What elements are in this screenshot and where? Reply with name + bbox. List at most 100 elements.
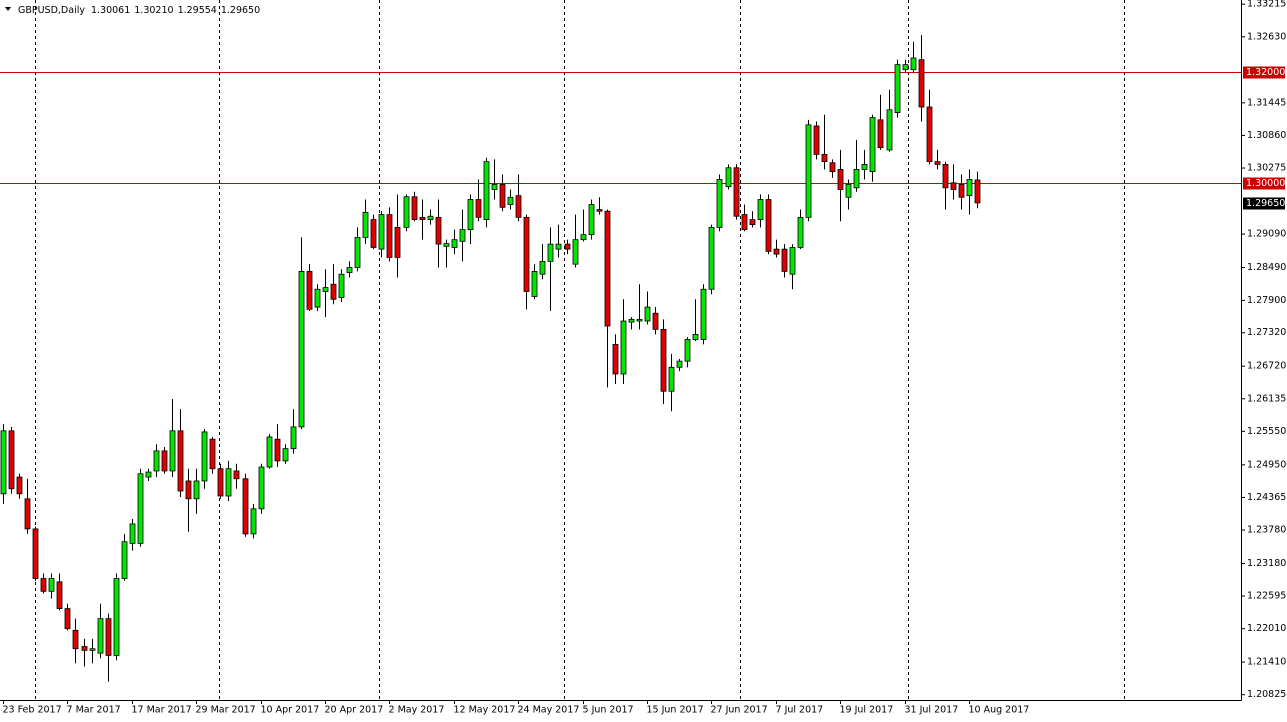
- candle-body: [233, 470, 240, 480]
- candle-body: [531, 271, 538, 297]
- candle-body: [507, 196, 514, 205]
- candle-body: [209, 438, 216, 470]
- candle-body: [201, 431, 208, 482]
- candle-body: [354, 237, 361, 268]
- candle-body: [668, 366, 675, 392]
- candle-body: [258, 466, 265, 510]
- x-tick-label: 17 Mar 2017: [132, 705, 192, 716]
- candle-body: [137, 473, 144, 544]
- candle-body: [81, 646, 88, 651]
- candle-body: [757, 199, 764, 220]
- candle-body: [48, 578, 55, 592]
- candle-body: [837, 169, 844, 190]
- level-label-bg: [1243, 177, 1285, 190]
- candle-body: [652, 312, 659, 330]
- candle-body: [217, 468, 224, 497]
- candle-body: [266, 436, 273, 468]
- candle-body: [773, 248, 780, 255]
- candle-body: [636, 318, 643, 322]
- level-label: 1.32000: [1246, 67, 1285, 78]
- x-tick-label: 7 Mar 2017: [67, 705, 121, 716]
- candle-body: [564, 243, 571, 250]
- candle-body: [435, 216, 442, 245]
- candle-body: [290, 426, 297, 450]
- candle-body: [580, 234, 587, 241]
- candle-body: [386, 214, 393, 258]
- x-tick-label: 20 Apr 2017: [325, 705, 384, 716]
- candle-body: [628, 318, 635, 323]
- candle-body: [24, 498, 31, 530]
- y-tick-label: 1.26720: [1247, 361, 1286, 372]
- candle-body: [56, 581, 63, 609]
- candle-body: [902, 64, 909, 71]
- candle-body: [370, 219, 377, 248]
- candle-body: [604, 210, 611, 327]
- candle-body: [97, 618, 104, 654]
- y-tick-label: 1.30275: [1247, 163, 1286, 174]
- header-close: 1.29650: [221, 5, 260, 16]
- candle-body: [443, 243, 450, 247]
- candle-body: [499, 184, 506, 208]
- candle-body: [853, 169, 860, 189]
- candle-body: [596, 209, 603, 212]
- candle-body: [660, 328, 667, 392]
- x-tick-label: 24 May 2017: [518, 705, 580, 716]
- candle-body: [16, 476, 23, 495]
- y-tick-label: 1.23780: [1247, 525, 1286, 536]
- candle-body: [781, 248, 788, 272]
- candle-body: [113, 578, 120, 656]
- last-price-bg: [1243, 197, 1285, 210]
- candle-body: [692, 333, 699, 340]
- candle-body: [797, 216, 804, 248]
- y-tick-label: 1.31445: [1247, 97, 1286, 108]
- candle-body: [765, 199, 772, 252]
- candle-body: [419, 216, 426, 220]
- candle-body: [427, 215, 434, 220]
- candle-body: [177, 430, 184, 492]
- x-tick-label: 7 Jul 2017: [776, 705, 824, 716]
- y-tick-label: 1.23180: [1247, 558, 1286, 569]
- candle-body: [789, 247, 796, 275]
- x-tick-label: 15 Jun 2017: [647, 705, 704, 716]
- candle-body: [282, 448, 289, 462]
- candle-body: [330, 283, 337, 300]
- candle-body: [298, 271, 305, 428]
- candle-body: [821, 153, 828, 163]
- y-tick-label: 1.29090: [1247, 229, 1286, 240]
- candle-body: [394, 226, 401, 258]
- y-tick-label: 1.25550: [1247, 426, 1286, 437]
- candle-body: [467, 199, 474, 231]
- candle-body: [612, 344, 619, 375]
- candle-body: [129, 523, 136, 544]
- level-label: 1.30000: [1246, 178, 1285, 189]
- candle-body: [708, 226, 715, 290]
- candle-body: [459, 229, 466, 242]
- candle-body: [338, 273, 345, 299]
- last-price-label: 1.29650: [1246, 198, 1285, 209]
- candle-body: [153, 450, 160, 472]
- header-arrow: [5, 7, 11, 11]
- y-tick-label: 1.28490: [1247, 262, 1286, 273]
- x-tick-label: 12 May 2017: [454, 705, 516, 716]
- candle-body: [8, 430, 15, 490]
- candle-body: [926, 106, 933, 163]
- x-tick-label: 2 May 2017: [389, 705, 445, 716]
- period-separators: [35, 0, 1125, 700]
- candle-body: [451, 239, 458, 248]
- y-tick-label: 1.21410: [1247, 657, 1286, 668]
- y-tick-label: 1.32630: [1247, 31, 1286, 42]
- candle-body: [942, 164, 949, 189]
- candle-body: [749, 219, 756, 226]
- candle-body: [0, 430, 7, 495]
- y-tick-label: 1.27320: [1247, 327, 1286, 338]
- y-tick-label: 1.27900: [1247, 295, 1286, 306]
- candle-body: [877, 119, 884, 149]
- candle-body: [242, 478, 249, 535]
- candle-body: [741, 214, 748, 231]
- candle-body: [161, 450, 168, 472]
- candle-body: [918, 59, 925, 108]
- candle-body: [185, 480, 192, 500]
- level-label-bg: [1243, 66, 1285, 79]
- candle-body: [72, 629, 79, 650]
